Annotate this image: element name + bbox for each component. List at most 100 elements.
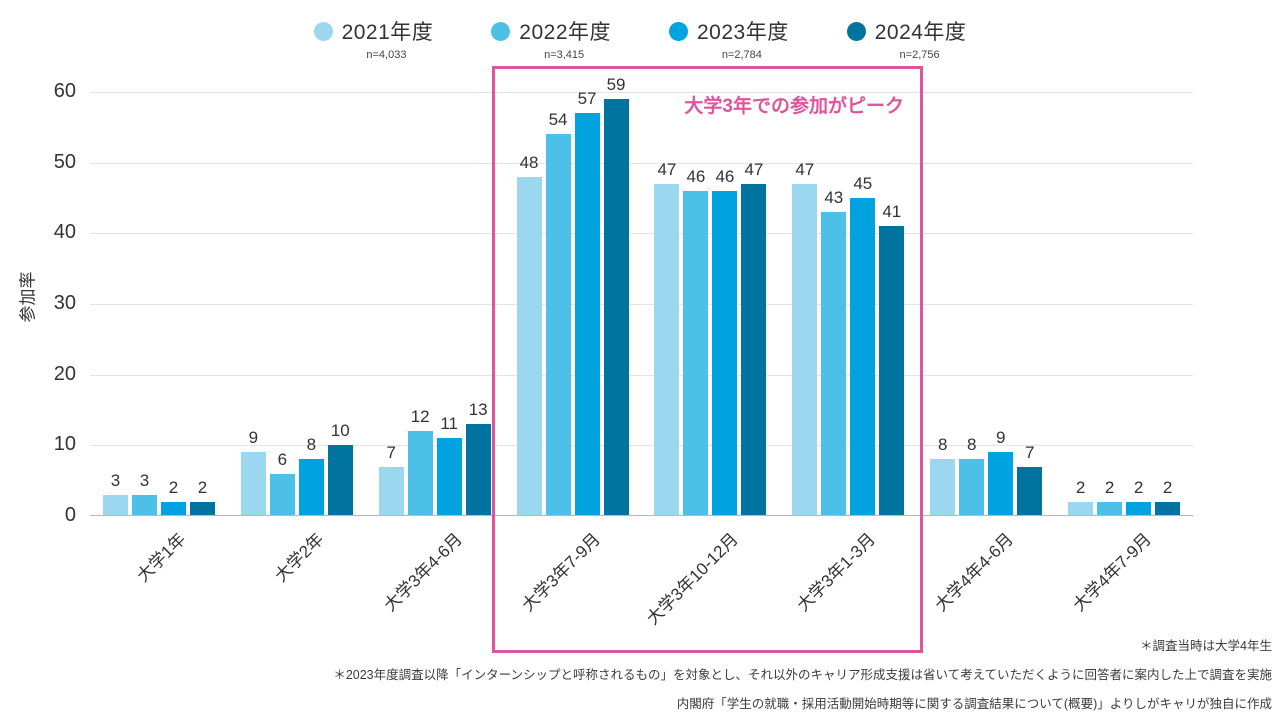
legend-item-2021: 2021年度 n=4,033 (313, 16, 434, 61)
legend-label-2021: 2021年度 (341, 21, 434, 44)
legend-n-2024: n=2,756 (899, 49, 940, 61)
legend-item-2023: 2023年度 n=2,784 (669, 16, 789, 61)
x-tick-label: 大学4年7-9月 (1069, 529, 1156, 616)
gridline (90, 162, 1193, 164)
y-tick-label: 30 (53, 292, 76, 314)
bar-groups: 3 3 2 2 大学1年 9 6 8 10 大学2年 7 12 11 13 大学3年4-6月 48 54 57 59… (90, 75, 1193, 628)
bar-2024年度-大学4年7-9月: 2 (1155, 478, 1181, 516)
bar-2022年度-大学3年1-3月: 43 (821, 188, 847, 516)
bar-value-label: 2 (1133, 477, 1144, 497)
x-tick-label: 大学3年10-12月 (642, 529, 742, 629)
bar-2024年度-大学1年: 2 (189, 478, 215, 516)
legend-item-2022: 2022年度 n=3,415 (491, 16, 611, 61)
bar-group-4: 48 54 57 59 大学3年7-9月 (504, 75, 642, 615)
bar-value-label: 9 (995, 428, 1006, 448)
bar-value-label: 54 (548, 110, 568, 130)
x-tick-label: 大学3年7-9月 (517, 529, 604, 616)
bar-value-label: 11 (440, 414, 459, 434)
bar-2024年度-大学3年4-6月: 13 (465, 400, 491, 516)
legend-label-2023: 2023年度 (697, 21, 789, 44)
bar-value-label: 43 (824, 188, 844, 208)
bar-group-1: 3 3 2 2 大学1年 (90, 92, 228, 586)
bar-value-label: 57 (577, 89, 597, 109)
bar-2021年度-大学3年1-3月: 47 (792, 160, 818, 516)
gridline (90, 445, 1193, 447)
legend-n-2022: n=3,415 (544, 49, 585, 61)
bar-2024年度-大学4年4-6月: 7 (1017, 443, 1043, 516)
bar-value-label: 3 (110, 470, 121, 490)
legend-dot-2023-icon (669, 21, 688, 41)
bar-2023年度-大学4年4-6月: 9 (988, 428, 1014, 516)
bar-value-label: 48 (519, 152, 539, 172)
bar-2024年度-大学2年: 10 (327, 421, 353, 516)
bar-2022年度-大学2年: 6 (269, 450, 295, 516)
footnote-1: ＊調査当時は大学4年生 (1140, 639, 1272, 653)
gridline (90, 233, 1193, 235)
bar-2023年度-大学3年4-6月: 11 (436, 414, 462, 516)
bar-2023年度-大学3年7-9月: 57 (574, 89, 600, 516)
bar-value-label: 2 (1104, 477, 1115, 497)
y-tick-label: 20 (53, 362, 76, 385)
bar-value-label: 47 (744, 159, 764, 179)
x-tick-label: 大学1年 (133, 529, 190, 586)
plot-area: 3 3 2 2 大学1年 9 6 8 10 大学2年 7 12 11 13 大学3年4-6月 48 54 57 59… (90, 75, 1193, 628)
bar-value-label: 2 (1075, 477, 1086, 497)
bar-2022年度-大学4年7-9月: 2 (1097, 478, 1123, 516)
gridline (90, 374, 1193, 376)
bar-2022年度-大学3年10-12月: 46 (683, 167, 709, 516)
bar-2021年度-大学1年: 3 (102, 471, 128, 516)
bar-2022年度-大学3年7-9月: 54 (545, 110, 571, 516)
legend-dot-2024-icon (846, 21, 866, 41)
legend: 2021年度 n=4,033 2022年度 n=3,415 2023年度 n=2… (0, 16, 1280, 61)
bar-value-label: 7 (386, 442, 396, 462)
bar-2024年度-大学3年7-9月: 59 (603, 75, 629, 516)
bar-2022年度-大学1年: 3 (131, 471, 157, 516)
y-tick-label: 10 (53, 433, 76, 456)
bar-2021年度-大学4年7-9月: 2 (1068, 478, 1094, 516)
bar-2022年度-大学3年4-6月: 12 (407, 407, 433, 516)
bar-2022年度-大学4年4-6月: 8 (959, 435, 985, 516)
bar-2023年度-大学1年: 2 (160, 478, 186, 516)
x-axis-line (90, 515, 1193, 516)
bar-group-5: 47 46 46 47 大学3年10-12月 (642, 92, 780, 628)
bar-value-label: 9 (248, 428, 259, 448)
bar-value-label: 2 (1162, 477, 1173, 497)
legend-label-2022: 2022年度 (519, 21, 611, 44)
bar-group-7: 8 8 9 7 大学4年4-6月 (917, 92, 1055, 615)
y-tick-label: 60 (53, 80, 76, 102)
bar-group-6: 47 43 45 41 大学3年1-3月 (779, 92, 917, 615)
bar-2021年度-大学3年7-9月: 48 (516, 153, 542, 516)
bar-2023年度-大学2年: 8 (298, 435, 324, 516)
bar-group-8: 2 2 2 2 大学4年7-9月 (1055, 92, 1193, 615)
bar-value-label: 45 (853, 174, 873, 193)
bar-value-label: 46 (686, 166, 706, 186)
bar-value-label: 59 (606, 75, 626, 95)
y-tick-label: 40 (53, 221, 76, 244)
bar-value-label: 2 (197, 477, 208, 497)
bar-2021年度-大学4年4-6月: 8 (930, 435, 956, 516)
footnote-2: ＊2023年度調査以降「インターンシップと呼称されるもの」を対象とし、それ以外の… (333, 668, 1272, 682)
bar-value-label: 13 (468, 400, 488, 420)
legend-dot-2021-icon (313, 21, 333, 41)
bar-2021年度-大学3年10-12月: 47 (654, 160, 680, 516)
bar-value-label: 47 (795, 159, 815, 179)
x-tick-label: 大学2年 (271, 529, 328, 586)
y-tick-label: 50 (53, 150, 76, 173)
x-tick-label: 大学3年4-6月 (380, 529, 466, 616)
bar-2024年度-大学3年1-3月: 41 (879, 202, 905, 516)
bar-2024年度-大学3年10-12月: 47 (741, 160, 767, 516)
bar-group-2: 9 6 8 10 大学2年 (228, 92, 366, 586)
bar-value-label: 8 (937, 435, 948, 455)
x-tick-label: 大学4年4-6月 (931, 529, 1018, 616)
bar-value-label: 7 (1024, 442, 1035, 462)
bar-2023年度-大学3年1-3月: 45 (850, 174, 876, 516)
bar-2023年度-大学3年10-12月: 46 (712, 167, 738, 516)
bar-value-label: 41 (882, 202, 902, 222)
bar-value-label: 47 (657, 159, 677, 179)
legend-label-2024: 2024年度 (874, 21, 967, 44)
bar-value-label: 12 (410, 407, 430, 427)
bar-group-3: 7 12 11 13 大学3年4-6月 (366, 92, 504, 615)
y-tick-label: 0 (64, 504, 76, 526)
bar-2021年度-大学2年: 9 (240, 428, 266, 516)
